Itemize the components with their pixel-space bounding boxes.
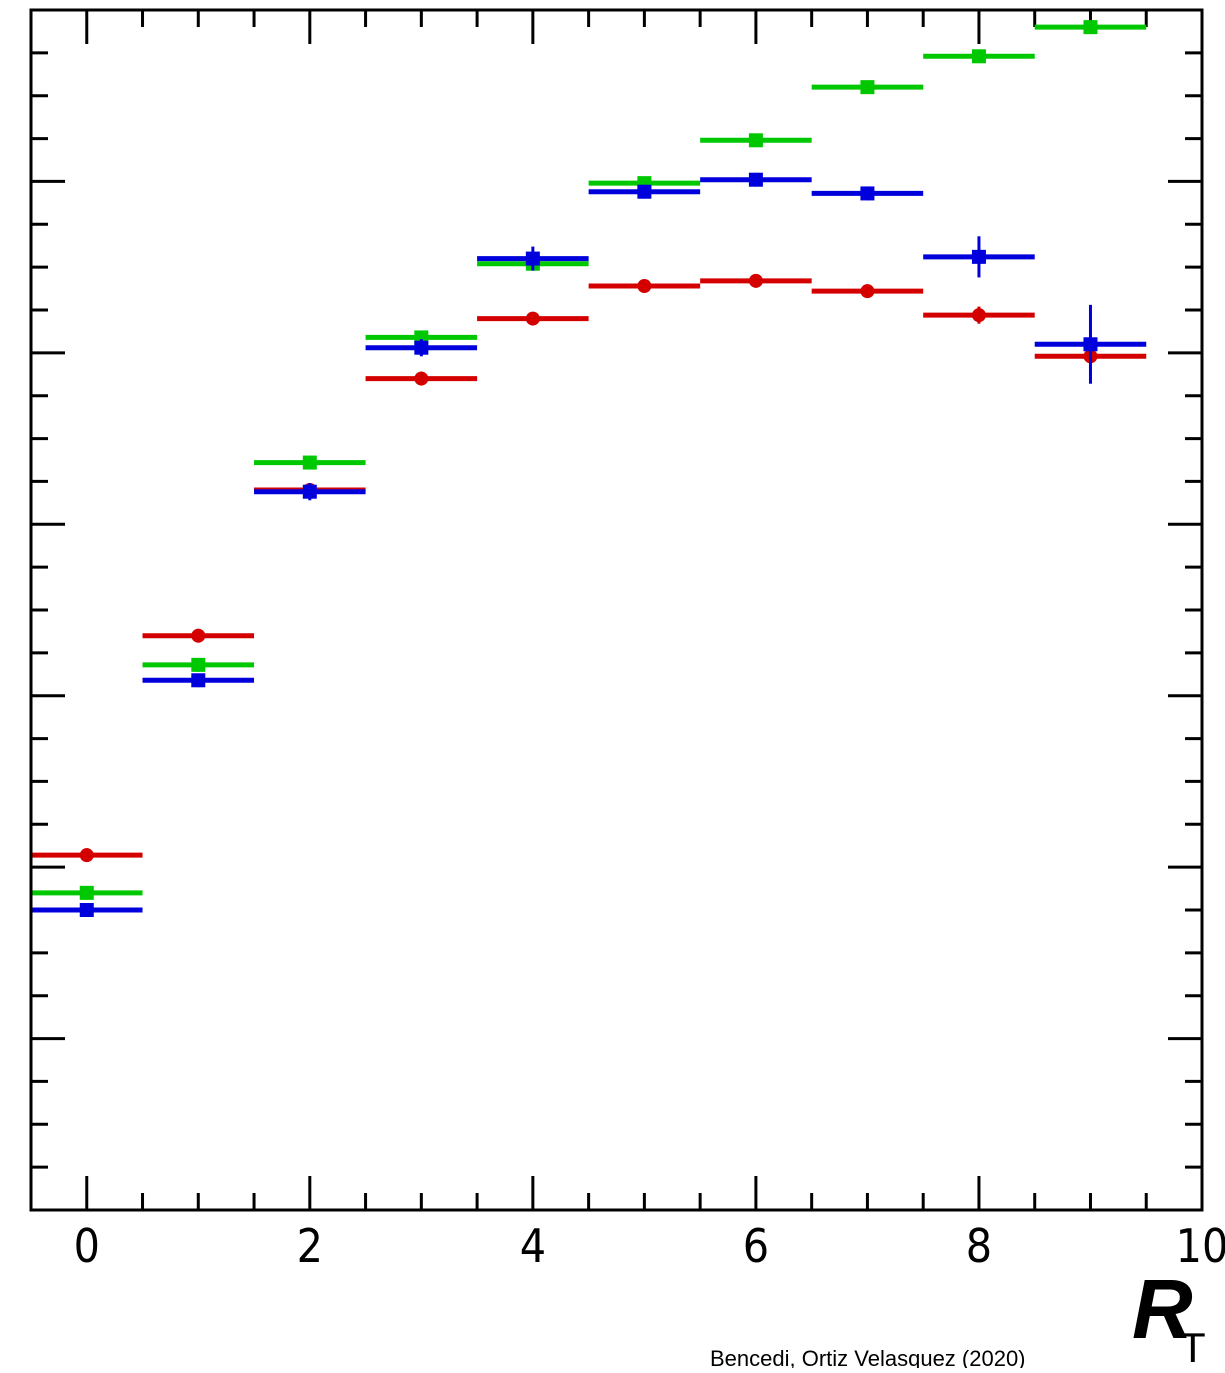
data-point-marker — [971, 49, 986, 64]
data-point-marker — [971, 308, 986, 323]
data-point-marker — [302, 455, 317, 470]
x-tick-label: 2 — [297, 1219, 323, 1273]
plot-frame — [29, 8, 1204, 1212]
data-point-marker — [414, 371, 429, 386]
x-tick-label: 8 — [966, 1219, 992, 1273]
data-point-marker — [191, 673, 206, 688]
data-point-marker — [525, 311, 540, 326]
data-point-marker — [1083, 20, 1098, 35]
data-point-marker — [860, 284, 875, 299]
data-point-marker — [637, 184, 652, 199]
x-tick-label: 10 — [1176, 1219, 1225, 1273]
data-point-marker — [191, 628, 206, 643]
data-point-marker — [1083, 337, 1098, 352]
x-tick-label: 0 — [74, 1219, 100, 1273]
x-axis-title: R — [1132, 1262, 1193, 1356]
data-series — [31, 273, 1147, 863]
x-tick-label: 6 — [743, 1219, 769, 1273]
x-tick-label: 4 — [520, 1219, 546, 1273]
x-axis-title-subscript: T — [1180, 1324, 1206, 1368]
data-series-layer — [31, 20, 1147, 917]
data-point-marker — [860, 80, 875, 95]
data-point-marker — [79, 885, 94, 900]
data-point-marker — [79, 903, 94, 917]
data-point-marker — [860, 186, 875, 201]
data-point-marker — [748, 133, 763, 148]
credit-text: Bencedi, Ortiz Velasquez (2020) — [710, 1346, 1026, 1368]
data-point-marker — [971, 249, 986, 264]
data-series — [31, 20, 1147, 900]
data-point-marker — [302, 484, 317, 499]
data-series — [31, 172, 1147, 917]
x-tick-labels: 0 2 4 6 8 10 — [74, 1219, 1225, 1273]
data-point-marker — [748, 172, 763, 187]
data-point-marker — [748, 273, 763, 288]
data-point-marker — [191, 657, 206, 672]
data-point-marker — [414, 340, 429, 355]
data-point-marker — [79, 848, 94, 863]
data-point-marker — [637, 279, 652, 293]
data-point-marker — [525, 251, 540, 266]
